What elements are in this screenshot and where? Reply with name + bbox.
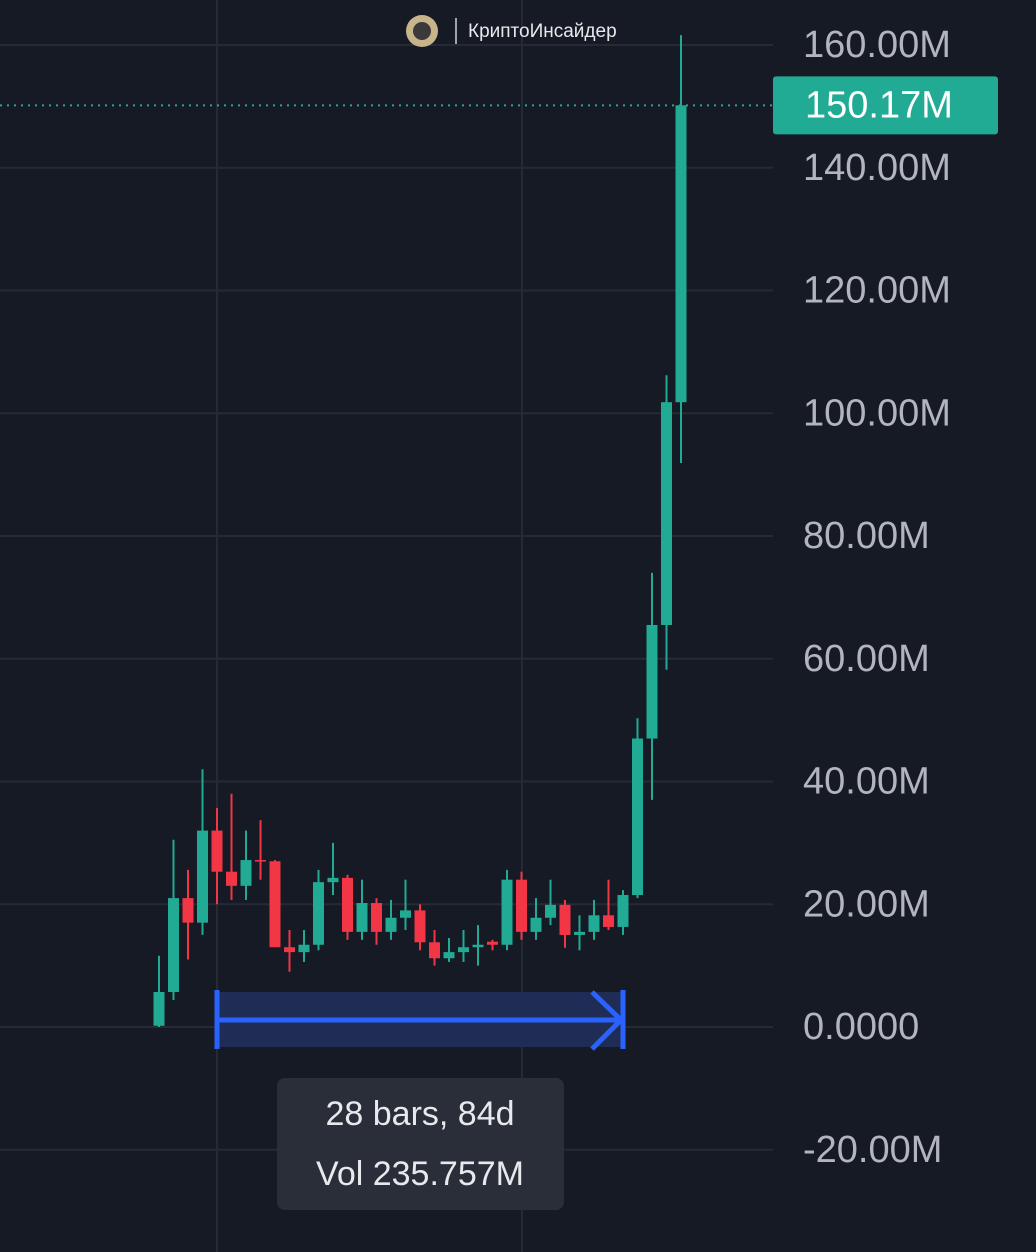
candle-body	[646, 624, 658, 739]
candle-body	[516, 879, 527, 932]
candle-body	[487, 941, 498, 945]
candle-body	[429, 942, 440, 959]
watermark-logo-inner	[413, 22, 431, 40]
candle-body	[269, 861, 281, 948]
y-tick-label: 80.00M	[803, 515, 930, 557]
candle-body	[588, 915, 600, 932]
candle-body	[632, 738, 643, 896]
candle-body	[211, 830, 223, 872]
candle-body	[182, 898, 194, 923]
candle-body	[617, 895, 629, 927]
candle-body	[240, 860, 252, 886]
measure-volume: Vol 235.757M	[316, 1155, 524, 1193]
candle-body	[226, 871, 237, 886]
candle-body	[661, 402, 672, 625]
watermark-text: КриптоИнсайдер	[468, 21, 617, 42]
watermark: КриптоИнсайдер	[406, 15, 617, 47]
y-tick-label: 20.00M	[803, 883, 930, 925]
candle-body	[371, 903, 382, 932]
y-tick-label: 0.0000	[803, 1006, 919, 1048]
last-price-label: 150.17M	[805, 84, 953, 126]
measure-tooltip	[277, 1078, 564, 1210]
measure-arrowhead	[590, 990, 625, 1051]
candle-body	[400, 910, 411, 918]
candle-body	[284, 947, 295, 953]
candle-body	[458, 947, 469, 953]
y-tick-label: 100.00M	[803, 392, 951, 434]
candle-body	[559, 904, 571, 935]
candle-body	[197, 830, 208, 923]
candle-body	[472, 944, 484, 948]
y-tick-label: 140.00M	[803, 147, 951, 189]
candle-body	[530, 917, 542, 932]
y-tick-label: -20.00M	[803, 1129, 942, 1171]
candle-body	[153, 992, 165, 1026]
candle-body	[342, 877, 353, 932]
candle-body	[675, 105, 687, 403]
candles	[153, 35, 687, 1027]
y-tick-label: 60.00M	[803, 638, 930, 680]
candle-body	[313, 882, 324, 945]
measure-tool: 28 bars, 84d Vol 235.757M	[214, 990, 626, 1210]
candle-body	[501, 879, 513, 945]
candle-body	[255, 860, 266, 862]
candle-body	[443, 952, 455, 959]
measure-bars: 28 bars, 84d	[325, 1095, 514, 1133]
candle-body	[356, 903, 368, 932]
candle-body	[385, 917, 397, 932]
y-tick-label: 120.00M	[803, 270, 951, 312]
candle-body	[168, 898, 179, 993]
y-tick-label: 40.00M	[803, 761, 930, 803]
last-price-box	[773, 76, 998, 135]
candle-body	[574, 931, 585, 935]
candle-body	[414, 910, 426, 943]
candle-body	[298, 944, 310, 953]
candle-body	[545, 904, 556, 918]
y-tick-label: 160.00M	[803, 24, 951, 66]
candle-body	[327, 877, 339, 883]
candle-body	[603, 915, 614, 927]
